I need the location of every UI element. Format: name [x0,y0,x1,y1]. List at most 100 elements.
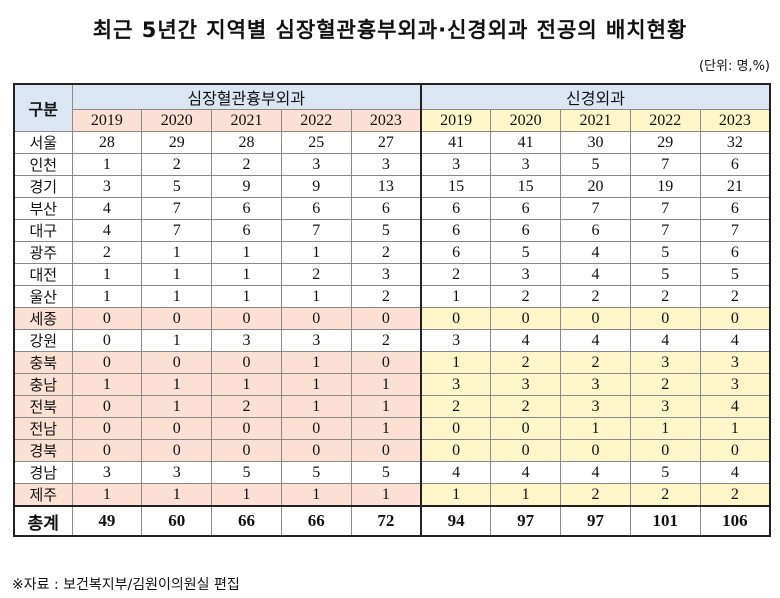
total-label: 총계 [13,505,73,537]
value-cell: 6 [699,241,771,264]
table-row: 전북 0 1 2 1 1 2 2 3 3 4 [13,395,771,418]
region-cell: 충북 [13,351,73,374]
value-cell: 15 [490,175,562,198]
value-cell: 6 [211,197,282,220]
value-cell: 0 [419,439,492,462]
value-cell: 1 [141,395,213,418]
unit-note: (단위: 명,%) [698,59,770,74]
value-cell: 3 [490,263,562,286]
value-cell: 5 [211,461,282,484]
value-cell: 1 [490,483,562,507]
value-cell: 4 [560,241,631,264]
value-cell: 4 [419,461,492,484]
region-cell: 서울 [13,131,73,154]
value-cell: 2 [490,395,562,418]
value-cell: 29 [141,131,213,154]
table-row: 인천 1 2 2 3 3 3 3 5 7 6 [13,153,771,176]
value-cell: 32 [699,131,771,154]
value-cell: 6 [490,219,562,242]
value-cell: 1 [141,285,213,308]
value-cell: 6 [699,197,771,220]
value-cell: 3 [560,395,631,418]
page-title: 최근 5년간 지역별 심장혈관흉부외과·신경외과 전공의 배치현황 [92,18,688,42]
table-row: 세종 0 0 0 0 0 0 0 0 0 0 [13,307,771,330]
value-cell: 1 [71,373,143,396]
value-cell: 3 [280,329,352,352]
value-cell: 19 [629,175,701,198]
value-cell: 5 [350,461,422,484]
value-cell: 4 [71,197,143,220]
value-cell: 0 [211,307,282,330]
table-row: 경북 0 0 0 0 0 0 0 0 0 0 [13,439,771,462]
value-cell: 0 [71,329,143,352]
value-cell: 5 [280,461,352,484]
total-cell: 94 [419,505,492,537]
value-cell: 1 [699,417,771,440]
value-cell: 0 [699,307,771,330]
year-header-right: 2021 [560,109,631,132]
table-row: 경남 3 3 5 5 5 4 4 4 5 4 [13,461,771,484]
value-cell: 2 [560,285,631,308]
value-cell: 28 [71,131,143,154]
value-cell: 1 [280,483,352,507]
value-cell: 5 [560,153,631,176]
table-row: 대전 1 1 1 2 3 2 3 4 5 5 [13,263,771,286]
value-cell: 9 [211,175,282,198]
region-cell: 인천 [13,153,73,176]
year-header-right: 2020 [490,109,562,132]
value-cell: 2 [350,329,422,352]
region-cell: 광주 [13,241,73,264]
total-cell: 106 [699,505,771,537]
value-cell: 3 [560,373,631,396]
table-row: 부산 4 7 6 6 6 6 6 7 7 6 [13,197,771,220]
region-cell: 강원 [13,329,73,352]
value-cell: 1 [211,483,282,507]
group-header-thoracic: 심장혈관흉부외과 [71,83,422,110]
value-cell: 5 [629,461,701,484]
value-cell: 5 [350,219,422,242]
value-cell: 3 [629,351,701,374]
value-cell: 2 [211,153,282,176]
value-cell: 1 [71,285,143,308]
value-cell: 2 [490,285,562,308]
value-cell: 3 [419,153,492,176]
value-cell: 1 [419,483,492,507]
resident-allocation-table: 구분 심장혈관흉부외과 신경외과 2019 2020 2021 2022 2023 201… [13,83,771,537]
row-header: 구분 [13,83,73,132]
value-cell: 1 [71,483,143,507]
value-cell: 3 [490,373,562,396]
region-cell: 세종 [13,307,73,330]
value-cell: 4 [699,395,771,418]
value-cell: 2 [629,483,701,507]
value-cell: 6 [699,153,771,176]
value-cell: 6 [211,219,282,242]
value-cell: 1 [211,263,282,286]
table-row: 충남 1 1 1 1 1 3 3 3 2 3 [13,373,771,396]
value-cell: 0 [280,307,352,330]
value-cell: 7 [629,153,701,176]
value-cell: 5 [141,175,213,198]
value-cell: 4 [699,461,771,484]
total-cell: 97 [560,505,631,537]
value-cell: 1 [280,395,352,418]
table-row: 제주 1 1 1 1 1 1 1 2 2 2 [13,483,771,507]
value-cell: 0 [211,439,282,462]
value-cell: 3 [490,153,562,176]
value-cell: 0 [629,307,701,330]
year-header-right: 2022 [629,109,701,132]
value-cell: 41 [419,131,492,154]
table-row: 대구 4 7 6 7 5 6 6 6 7 7 [13,219,771,242]
value-cell: 0 [211,417,282,440]
value-cell: 3 [629,395,701,418]
value-cell: 1 [141,483,213,507]
year-header-row: 2019 2020 2021 2022 2023 2019 2020 2021 2022 2023 [14,109,771,132]
value-cell: 2 [350,285,422,308]
source-note: ※자료 : 보건복지부/김원이의원실 편집 [12,577,240,593]
year-header-left: 2023 [350,109,422,132]
value-cell: 5 [699,263,771,286]
value-cell: 0 [141,439,213,462]
value-cell: 1 [629,417,701,440]
region-cell: 전북 [13,395,73,418]
total-cell: 60 [141,505,213,537]
value-cell: 7 [629,219,701,242]
